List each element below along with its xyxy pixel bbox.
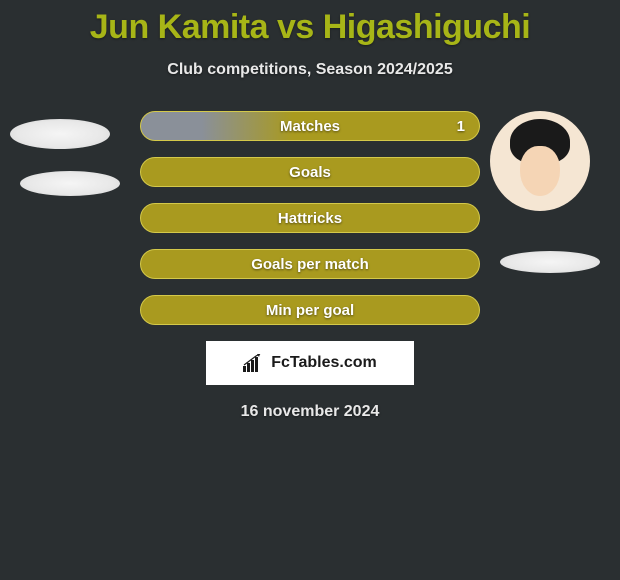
stat-bar-label: Hattricks — [278, 210, 342, 227]
stat-bar-hattricks: Hattricks — [140, 203, 480, 233]
player-left-avatar-a — [10, 119, 110, 149]
logo-text: FcTables.com — [271, 354, 377, 372]
logo-chart-icon — [243, 354, 265, 372]
player-right-pill — [500, 251, 600, 273]
subtitle: Club competitions, Season 2024/2025 — [0, 61, 620, 79]
player-right-avatar — [490, 111, 590, 211]
logo-box: FcTables.com — [206, 341, 414, 385]
date-label: 16 november 2024 — [0, 403, 620, 421]
comparison-content: Matches 1 Goals Hattricks Goals per match Min… — [0, 111, 620, 421]
stat-bar-value: 1 — [457, 118, 465, 135]
stat-bar-label: Goals — [289, 164, 331, 181]
stat-bar-goals: Goals — [140, 157, 480, 187]
page-title: Jun Kamita vs Higashiguchi — [0, 0, 620, 47]
stat-bar-label: Min per goal — [266, 302, 354, 319]
stat-bar-label: Matches — [280, 118, 340, 135]
stat-bar-matches: Matches 1 — [140, 111, 480, 141]
stat-bar-goals-per-match: Goals per match — [140, 249, 480, 279]
stat-bar-label: Goals per match — [251, 256, 369, 273]
player-left-avatar-b — [20, 171, 120, 196]
stat-bars: Matches 1 Goals Hattricks Goals per match Min… — [140, 111, 480, 325]
stat-bar-min-per-goal: Min per goal — [140, 295, 480, 325]
